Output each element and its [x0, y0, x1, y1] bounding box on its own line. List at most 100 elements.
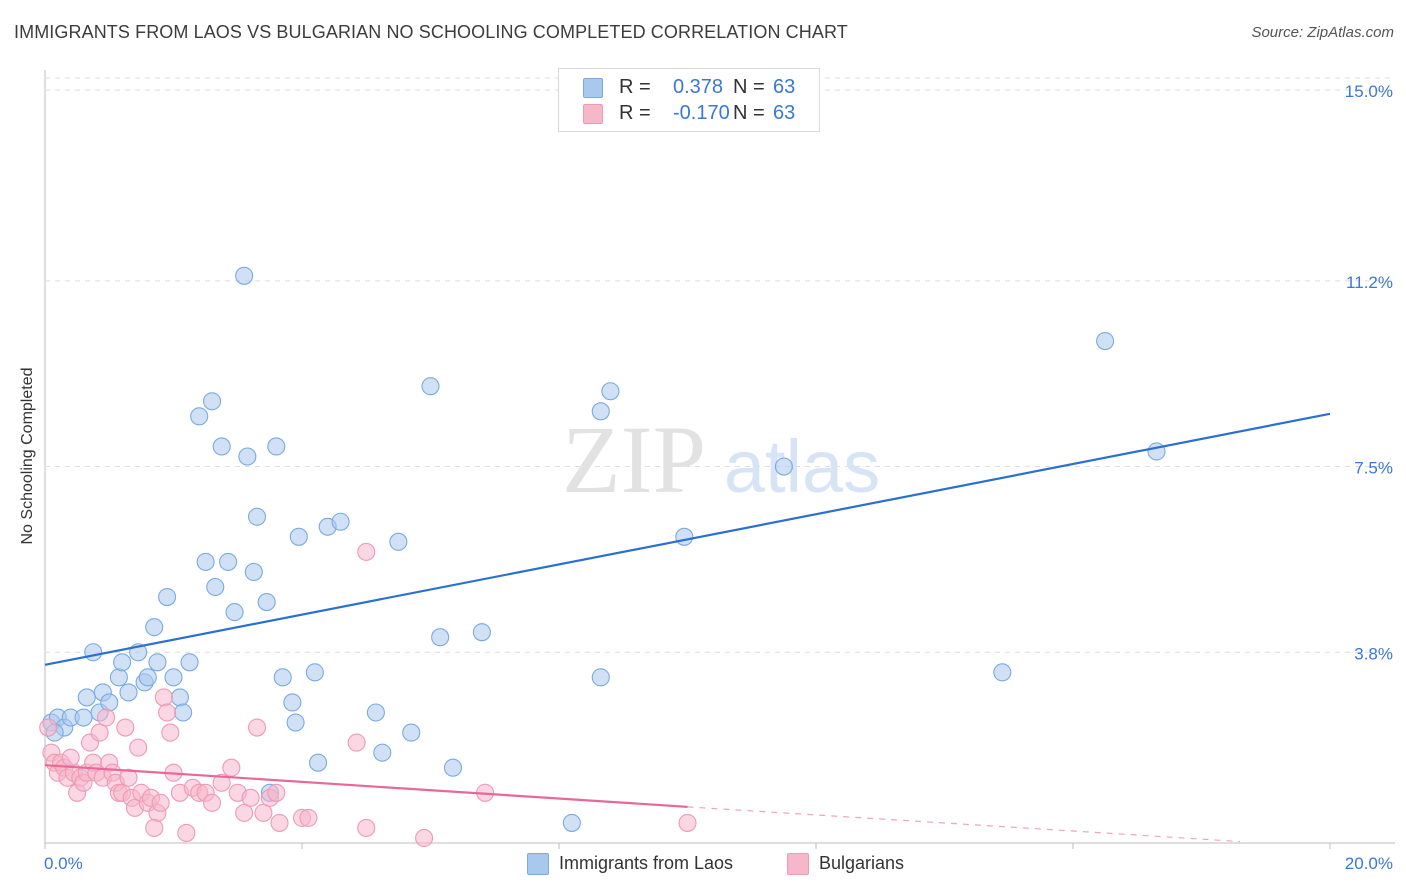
- laos-point: [196, 552, 215, 571]
- legend-label-blue: Immigrants from Laos: [559, 853, 734, 873]
- source-label: Source: ZipAtlas.com: [1251, 24, 1394, 41]
- bulgarian-point: [96, 708, 116, 727]
- laos-point: [472, 623, 491, 642]
- x-tick-label: 0.0%: [44, 854, 83, 873]
- chart-title: IMMIGRANTS FROM LAOS VS BULGARIAN NO SCH…: [14, 22, 848, 42]
- laos-point: [212, 437, 231, 456]
- laos-point: [148, 653, 167, 672]
- y-tick-label: 7.5%: [1354, 459, 1393, 478]
- laos-point: [443, 758, 463, 777]
- stats-swatch-blue: [583, 78, 603, 98]
- bulgarian-point: [212, 773, 231, 792]
- bulgarian-trendline: [44, 764, 688, 808]
- laos-point: [257, 593, 276, 612]
- laos-point: [273, 668, 292, 687]
- stats-box: R = 0.378 N = 63 R = -0.170 N = 63: [558, 68, 820, 132]
- laos-point: [267, 437, 286, 456]
- laos-point: [203, 392, 222, 411]
- laos-point: [145, 618, 164, 637]
- laos-point: [238, 447, 257, 466]
- laos-point: [289, 527, 308, 546]
- laos-point: [84, 643, 103, 662]
- bulgarian-point: [222, 758, 241, 777]
- laos-point: [244, 562, 263, 581]
- stats-n-label: N =: [733, 102, 765, 124]
- laos-point: [675, 527, 694, 546]
- laos-point: [389, 532, 408, 551]
- bulgarian-point: [357, 818, 376, 837]
- bulgarian-point: [235, 803, 254, 822]
- laos-point: [601, 382, 620, 401]
- bulgarian-point: [39, 718, 58, 737]
- bulgarian-point: [61, 748, 80, 767]
- laos-point: [591, 402, 610, 421]
- bulgarian-point: [247, 718, 267, 737]
- bulgarian-point: [415, 828, 434, 848]
- laos-point: [170, 688, 189, 707]
- bulgarian-point: [129, 738, 148, 757]
- laos-point: [591, 668, 610, 687]
- bulgarian-point: [161, 723, 180, 742]
- laos-point: [158, 587, 177, 607]
- bulgarian-point: [254, 803, 273, 822]
- laos-point: [225, 603, 244, 622]
- watermark-atlas: atlas: [724, 425, 880, 508]
- watermark-zip: ZIP: [562, 406, 706, 513]
- bulgarian-point: [347, 733, 366, 752]
- bulgarian-point: [119, 768, 138, 787]
- laos-point: [113, 653, 132, 672]
- bulgarian-point: [90, 723, 109, 742]
- laos-point: [305, 663, 324, 682]
- bulgarian-trendline-extension: [687, 806, 1241, 843]
- stats-r-value: 0.378: [673, 76, 724, 98]
- stats-n-label: N =: [733, 76, 765, 98]
- bulgarian-point: [145, 818, 164, 837]
- laos-point: [286, 713, 305, 732]
- laos-point: [119, 683, 138, 702]
- laos-trendline: [44, 412, 1331, 666]
- y-tick-label: 15.0%: [1345, 82, 1393, 101]
- stats-r-value: -0.170: [673, 102, 730, 124]
- bulgarian-point: [151, 793, 170, 812]
- laos-point: [366, 703, 385, 722]
- laos-point: [421, 377, 440, 396]
- laos-point: [77, 688, 96, 707]
- laos-point: [74, 708, 93, 727]
- bulgarian-point: [158, 703, 177, 722]
- laos-point: [235, 266, 254, 285]
- laos-point: [774, 457, 793, 476]
- bulgarian-point: [357, 542, 376, 561]
- bulgarian-point: [154, 688, 173, 707]
- stats-r-label: R =: [619, 76, 651, 98]
- bulgarian-point: [203, 793, 222, 812]
- laos-point: [180, 653, 199, 672]
- bulgarian-point: [267, 783, 286, 802]
- legend-swatch-pink: [787, 853, 809, 875]
- laos-point: [431, 628, 450, 647]
- x-tick-label: 20.0%: [1345, 854, 1393, 873]
- bulgarian-point: [241, 788, 260, 807]
- bulgarian-point: [299, 808, 318, 827]
- legend-label-pink: Bulgarians: [819, 853, 905, 873]
- laos-point: [562, 813, 581, 832]
- stats-n-value: 63: [773, 76, 796, 98]
- laos-point: [309, 753, 328, 772]
- bulgarian-point: [116, 718, 135, 737]
- bulgarian-point: [270, 813, 289, 832]
- laos-point: [283, 693, 302, 712]
- stats-r-label: R =: [619, 102, 651, 124]
- laos-point: [206, 577, 225, 597]
- laos-point: [219, 552, 238, 571]
- y-axis-title: No Schooling Completed: [19, 367, 36, 545]
- laos-point: [164, 668, 183, 687]
- laos-point: [109, 668, 128, 687]
- stats-n-value: 63: [773, 102, 796, 124]
- laos-point: [100, 693, 119, 712]
- legend-swatch-blue: [527, 853, 549, 875]
- laos-point: [247, 507, 267, 526]
- y-tick-label: 3.8%: [1354, 644, 1393, 663]
- y-tick-label: 11.2%: [1346, 273, 1393, 292]
- laos-point: [190, 407, 209, 426]
- laos-point: [174, 703, 193, 722]
